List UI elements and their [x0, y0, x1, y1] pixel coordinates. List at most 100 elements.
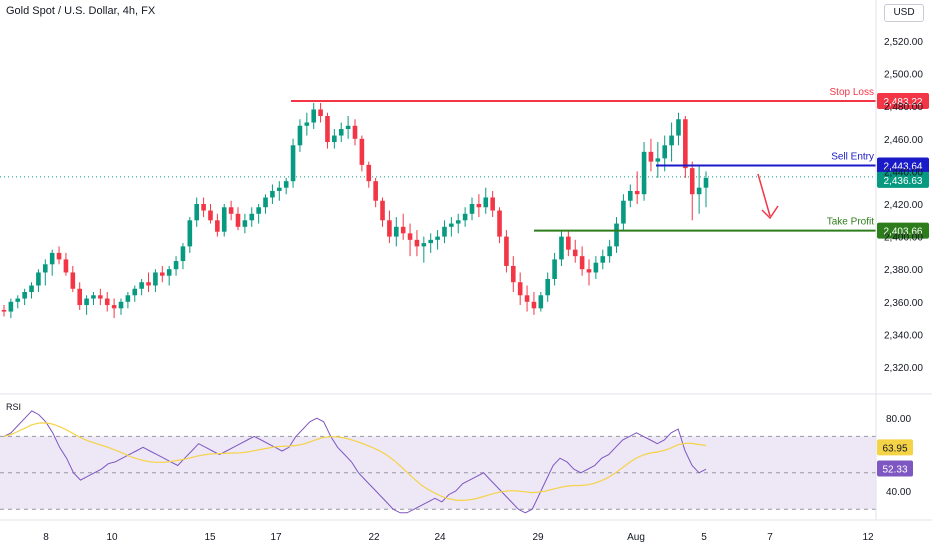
- candle-body: [111, 305, 117, 309]
- candle-body: [545, 278, 551, 296]
- candle-body: [614, 223, 619, 247]
- candle-body: [380, 200, 385, 221]
- candle-body: [56, 252, 62, 260]
- candle-body: [29, 285, 34, 293]
- candle-body: [504, 236, 509, 266]
- candle-body: [263, 197, 268, 208]
- price-tick-label: 2,480.00: [884, 102, 923, 113]
- price-tick-label: 2,400.00: [884, 233, 923, 244]
- candle-body: [290, 145, 296, 182]
- candle-body: [332, 135, 337, 143]
- candle-body: [393, 226, 399, 237]
- candle-body: [63, 259, 69, 273]
- price-tick-label: 2,520.00: [884, 37, 923, 48]
- candle-body: [242, 220, 248, 227]
- candle-body: [256, 207, 261, 214]
- rsi-value-tag-label: 52.33: [882, 465, 907, 476]
- rsi-value-tag: [877, 460, 913, 477]
- candle-body: [497, 210, 502, 237]
- candle-body: [125, 295, 131, 302]
- candle-body: [476, 204, 482, 208]
- candle-body: [696, 187, 702, 195]
- candle-body: [15, 298, 21, 302]
- candle-body: [345, 125, 351, 130]
- take-profit-label: Take Profit: [827, 217, 874, 228]
- candle-body: [22, 292, 27, 299]
- candle-body: [387, 220, 392, 237]
- candle-body: [586, 269, 592, 273]
- candle-body: [8, 301, 14, 312]
- rsi-label: RSI: [6, 402, 22, 412]
- candle-body: [517, 282, 523, 296]
- candle-body: [490, 197, 495, 211]
- candle-body: [42, 264, 48, 273]
- candles: [1, 102, 709, 319]
- price-tick-label: 2,460.00: [884, 135, 923, 146]
- candle-body: [194, 204, 200, 221]
- price-tick-label: 2,440.00: [884, 167, 923, 178]
- price-tick-label: 2,340.00: [884, 330, 923, 341]
- candle-body: [421, 243, 427, 247]
- candle-body: [538, 295, 544, 309]
- candle-body: [634, 190, 640, 195]
- candle-body: [627, 190, 633, 201]
- candle-body: [104, 298, 110, 306]
- sell-entry-tag-label: 2,443.64: [884, 161, 923, 172]
- candle-body: [276, 187, 282, 191]
- candle-body: [132, 288, 138, 296]
- time-tick-label: 7: [767, 532, 773, 543]
- candle-body: [483, 197, 489, 208]
- candle-body: [159, 272, 165, 276]
- time-tick-label: 8: [43, 532, 49, 543]
- trade-levels[interactable]: Stop Loss 2,483.22 Sell Entry 2,443.64 Take …: [291, 87, 929, 239]
- candle-body: [552, 259, 557, 279]
- candle-body: [689, 168, 695, 195]
- rsi-pane: 80.00 40.00 63.95 52.33: [0, 410, 913, 514]
- candle-body: [201, 204, 206, 211]
- candle-body: [297, 125, 303, 146]
- candle-body: [566, 236, 571, 250]
- candle-body: [407, 233, 413, 240]
- rsi-ma-tag: [877, 439, 913, 456]
- candle-body: [166, 269, 172, 276]
- rsi-ma-line: [3, 422, 707, 502]
- currency-button[interactable]: USD: [884, 4, 924, 22]
- candle-body: [91, 295, 96, 299]
- time-tick-label: 10: [106, 532, 118, 543]
- candle-body: [655, 158, 661, 162]
- candle-body: [455, 220, 461, 224]
- candle-body: [593, 262, 599, 273]
- candle-body: [366, 164, 372, 182]
- candle-body: [442, 226, 447, 237]
- time-tick-label: 15: [204, 532, 216, 543]
- candle-body: [283, 181, 289, 188]
- candle-body: [146, 282, 151, 286]
- price-axis[interactable]: 2,520.00 2,500.00 2,480.00 2,460.00 2,440.00…: [875, 0, 923, 520]
- candle-body: [318, 109, 323, 116]
- candle-body: [607, 246, 612, 257]
- time-tick-label: 22: [368, 532, 380, 543]
- rsi-tick-label: 80.00: [886, 414, 911, 425]
- candle-body: [215, 220, 220, 232]
- candle-body: [228, 207, 234, 214]
- take-profit-tag-label: 2,403.66: [884, 227, 923, 238]
- stop-loss-label: Stop Loss: [830, 87, 874, 98]
- time-axis[interactable]: 8 10 15 17 22 24 29 Aug 5 7 12: [43, 532, 874, 543]
- candle-body: [683, 119, 688, 169]
- candle-body: [84, 298, 89, 306]
- candle-body: [414, 239, 420, 247]
- candle-body: [221, 207, 227, 232]
- candle-body: [579, 256, 585, 270]
- candle-body: [559, 236, 564, 260]
- candle-body: [49, 252, 55, 265]
- sell-entry-tag: [877, 157, 929, 174]
- candle-body: [428, 239, 434, 244]
- candle-body: [70, 272, 76, 289]
- down-arrow-icon: [757, 173, 779, 220]
- candle-body: [36, 272, 41, 286]
- candle-body: [325, 115, 330, 143]
- candle-body: [600, 256, 606, 263]
- candle-body: [359, 138, 365, 165]
- sell-entry-label: Sell Entry: [831, 151, 874, 162]
